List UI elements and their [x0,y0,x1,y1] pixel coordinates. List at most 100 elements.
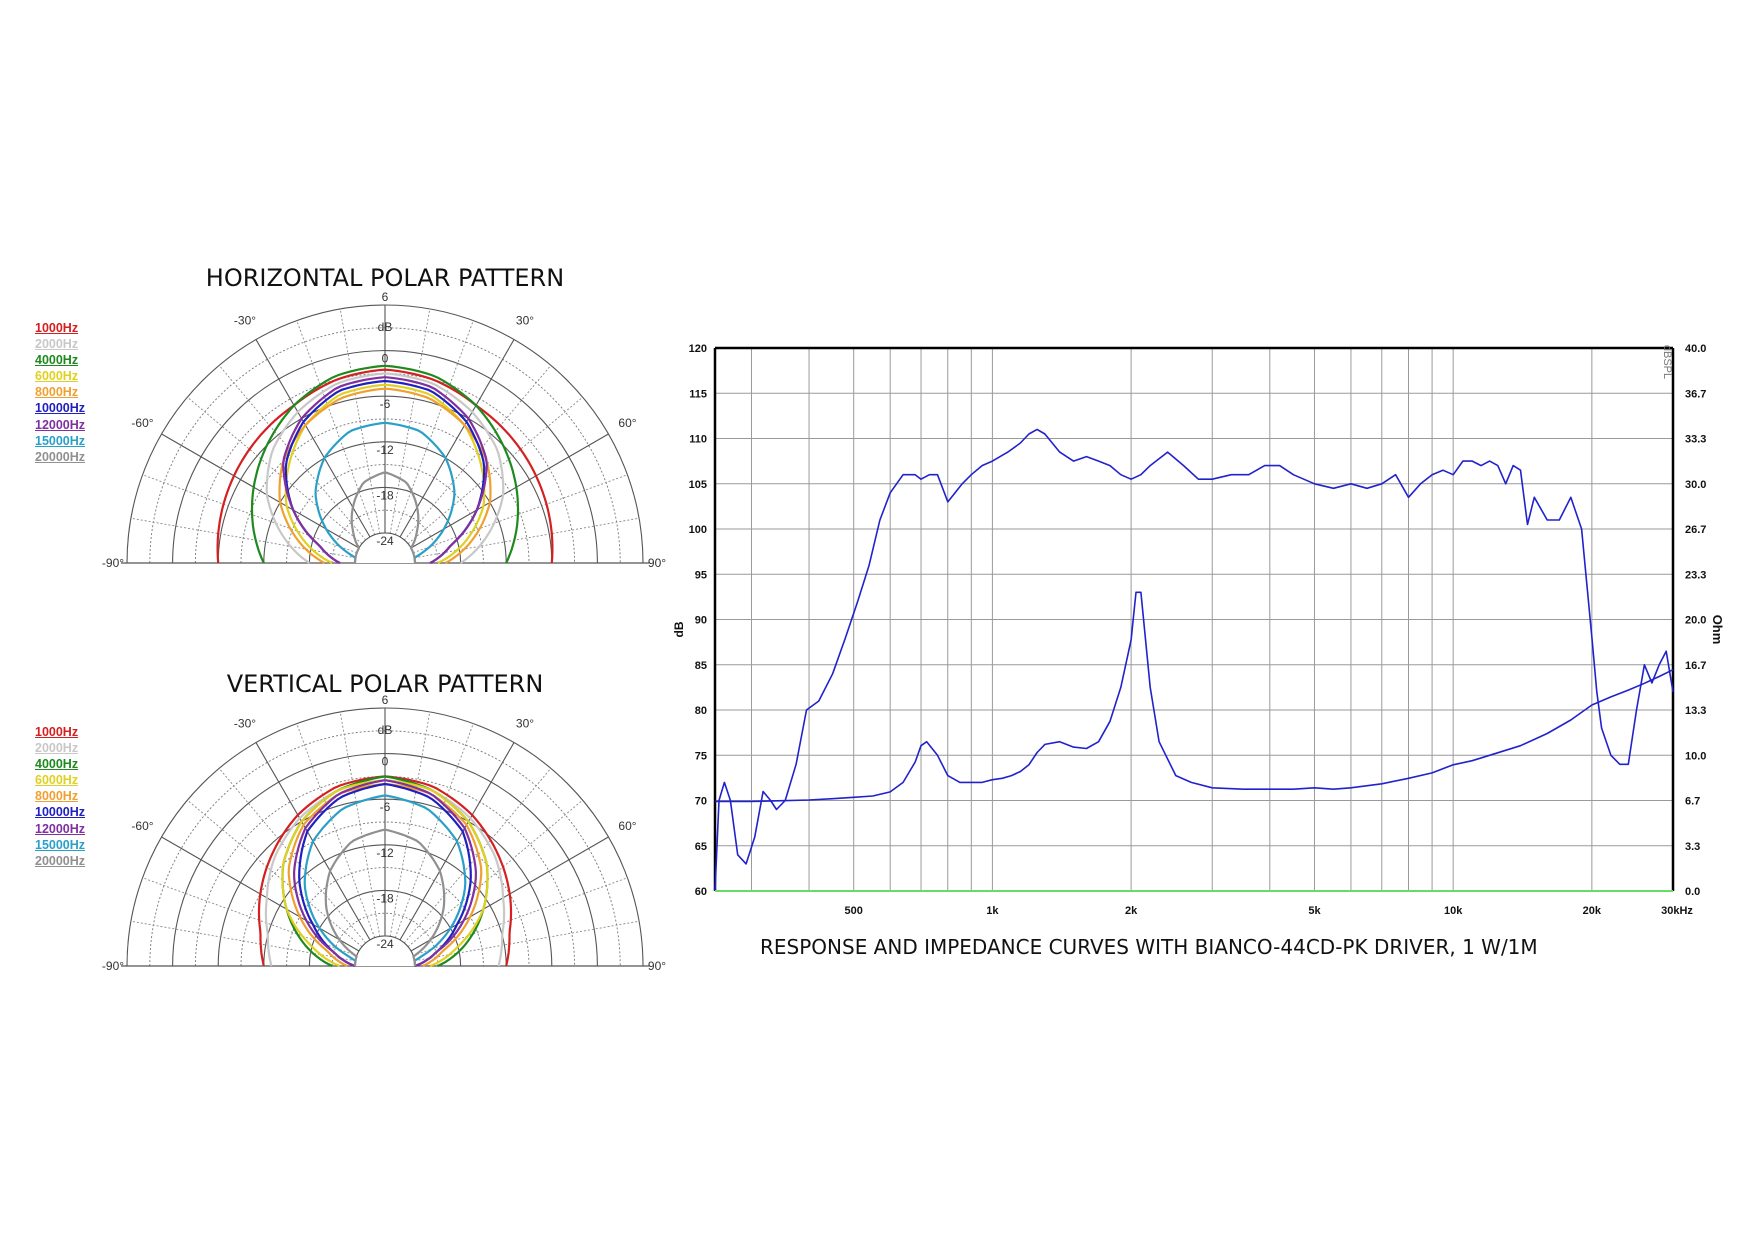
response-chart: 60 65 70 75 80 85 90 95 100 105 110 115 120 0.0 3.3 6.7… [672,343,1725,917]
polar-series-12000Hz [282,376,488,564]
legend-item: 6000Hz [35,369,79,384]
legend-item: 8000Hz [35,385,79,400]
polar-radial-tick-label: -6 [380,800,391,814]
polar-series-15000Hz [303,794,467,966]
legend-item: 15000Hz [35,837,86,852]
response-y-axis-label: dB [672,621,686,637]
response-y2-tick-label: 20.0 [1685,615,1706,627]
polar-series-20000Hz [324,828,446,966]
response-y-tick-label: 95 [695,569,707,581]
polar-grid-spoke [255,339,371,538]
polar-grid-spoke [130,517,356,559]
polar-unit-label: dB [378,320,393,334]
polar-radial-tick-label: -18 [376,488,394,502]
polar-angle-label: -30° [234,717,256,731]
response-x-tick-label: 2k [1125,905,1138,917]
polar-radial-tick-label: 0 [382,352,389,366]
polar-radial-tick-label: -12 [376,443,394,457]
polar-radial-tick-label: -24 [376,937,394,951]
polar-angle-label: 90° [648,556,666,570]
response-y2-tick-label: 30.0 [1685,479,1706,491]
polar-angle-label: -30° [234,314,256,328]
response-y2-tick-label: 0.0 [1685,886,1700,898]
polar-unit-label: dB [378,723,393,737]
polar-grid-spoke [394,320,474,535]
response-y-tick-label: 70 [695,796,707,808]
polar-series-8000Hz [278,387,492,564]
polar-grid-spoke [394,723,474,938]
response-y-tick-label: 75 [695,750,707,762]
response-x-tick-label: 10k [1444,905,1463,917]
legend-item: 1000Hz [35,725,79,739]
response-y2-tick-label: 36.7 [1685,388,1706,400]
response-series-impedance [715,591,1674,803]
response-y2-tick-label: 26.7 [1685,524,1706,536]
response-y-tick-label: 105 [689,479,707,491]
vertical-polar-legend: 1000Hz 2000Hz 4000Hz 6000Hz 8000Hz 10000Hz 120… [35,724,85,869]
polar-grid-spoke [403,365,552,541]
polar-grid-spoke [413,877,628,957]
polar-grid-spoke [407,799,583,948]
polar-grid-spoke [339,308,381,534]
response-x-tick-label: 30kHz [1661,905,1693,917]
polar-grid-spoke [130,920,356,962]
polar-radial-tick-label: 6 [382,290,389,304]
response-series-response [714,428,1674,892]
polar-grid-spoke [296,320,376,535]
response-y-tick-label: 120 [689,343,707,355]
polar-angle-label: -60° [131,416,153,430]
response-y2-tick-label: 40.0 [1685,343,1706,355]
legend-item: 4000Hz [35,353,79,368]
polar-grid-spoke [187,396,363,545]
polar-grid-spoke [339,711,381,937]
response-x-tick-label: 5k [1308,905,1321,917]
legend-item: 15000Hz [35,433,86,448]
polar-angle-label: 60° [618,416,636,430]
polar-radial-tick-label: -6 [380,397,391,411]
response-y2-tick-label: 10.0 [1685,750,1706,762]
polar-radial-tick-label: -18 [376,891,394,905]
polar-center-hole [354,935,416,967]
polar-series-6000Hz [284,383,486,564]
polar-grid-spoke [389,308,431,534]
legend-item: 1000Hz [35,321,79,335]
legend-item: 20000Hz [35,853,86,868]
response-y2-tick-label: 13.3 [1685,705,1706,717]
polar-series-10000Hz [298,782,472,968]
legend-item: 20000Hz [35,449,86,464]
polar-radial-tick-label: 0 [382,755,389,769]
legend-item: 12000Hz [35,417,86,432]
polar-grid-spoke [403,768,552,944]
polar-grid-spoke [414,920,640,962]
polar-grid-spoke [389,711,431,937]
legend-item: 6000Hz [35,773,79,788]
polar-angle-label: -90° [102,959,124,973]
polar-grid-ring [331,509,439,564]
polar-grid-spoke [413,474,628,554]
response-y2-axis-label: Ohm [1710,615,1725,645]
polar-grid-ring [240,821,530,967]
horizontal-polar-title: HORIZONTAL POLAR PATTERN [205,264,565,292]
legend-item: 2000Hz [35,741,79,756]
polar-grid-ring [331,912,439,967]
polar-series-12000Hz [292,779,478,968]
legend-item: 4000Hz [35,757,79,772]
response-y-tick-label: 85 [695,660,707,672]
polar-radial-tick-label: -24 [376,534,394,548]
response-x-tick-label: 1k [986,905,999,917]
response-x-tick-label: 500 [845,905,863,917]
polar-angle-label: 60° [618,819,636,833]
legend-item: 10000Hz [35,805,86,820]
response-y2-tick-label: 6.7 [1685,796,1700,808]
polar-series-4000Hz [250,364,520,564]
vertical-polar-chart: 6 0 -6 -12 -18 -24 dB -90° -60° -30° 30° 60° 90° [102,693,666,973]
polar-radial-tick-label: -12 [376,846,394,860]
response-y-tick-label: 90 [695,615,707,627]
polar-radial-tick-label: 6 [382,693,389,707]
polar-angle-label: -60° [131,819,153,833]
response-y2-tick-label: 33.3 [1685,434,1706,446]
polar-grid-ring [240,418,530,564]
response-y-tick-label: 60 [695,886,707,898]
response-y-tick-label: 110 [689,434,707,446]
polar-grid-spoke [407,396,583,545]
